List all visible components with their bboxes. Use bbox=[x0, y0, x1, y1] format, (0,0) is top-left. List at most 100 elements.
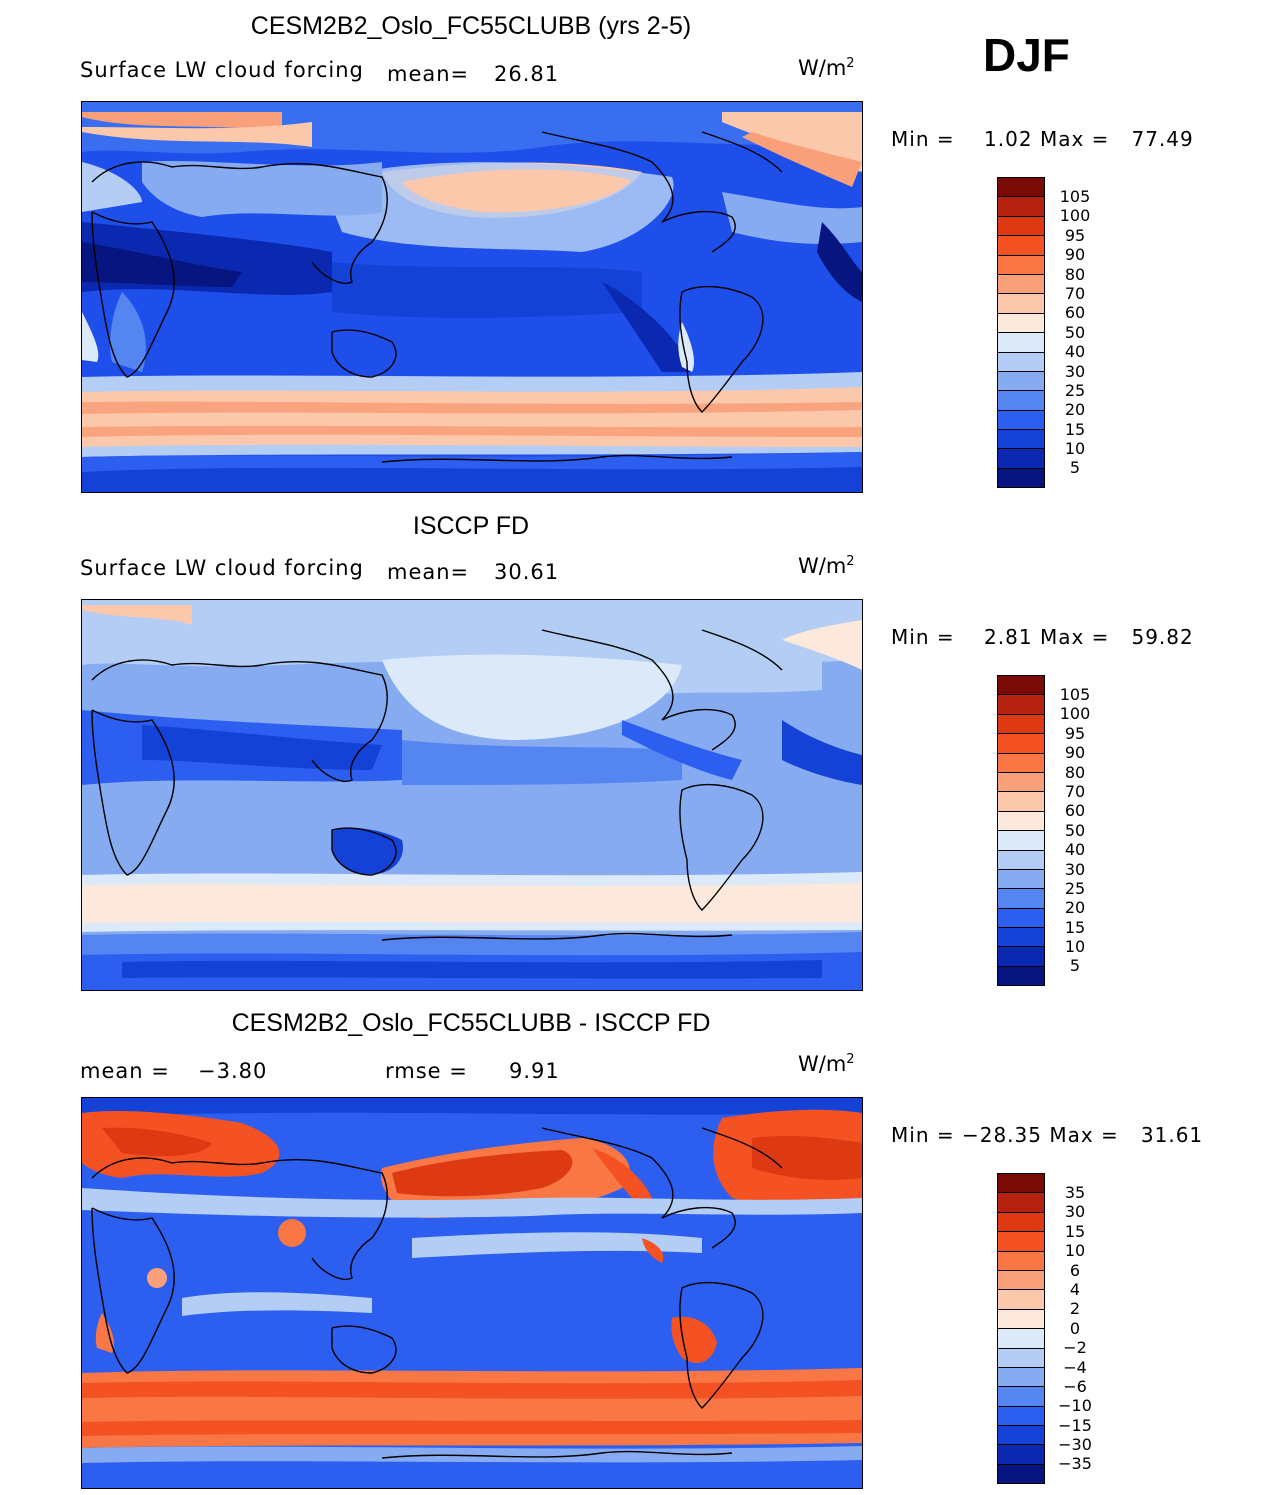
panel1-map bbox=[81, 101, 863, 493]
colorbar-swatch bbox=[998, 294, 1044, 314]
colorbar-swatch bbox=[998, 313, 1044, 334]
colorbar-tick-label: 25 bbox=[1064, 380, 1086, 400]
colorbar-swatch bbox=[998, 468, 1044, 488]
colorbar-tick-label: 105 bbox=[1059, 187, 1091, 206]
colorbar-swatch bbox=[998, 1251, 1044, 1271]
colorbar-swatch bbox=[998, 850, 1044, 870]
colorbar-swatch bbox=[998, 831, 1044, 851]
colorbar-tick-label: 15 bbox=[1064, 419, 1086, 439]
panel2-title: ISCCP FD bbox=[412, 512, 530, 540]
colorbar-tick-label: 2 bbox=[1069, 1299, 1081, 1319]
colorbar-tick-label: 10 bbox=[1064, 1241, 1086, 1261]
panel2-mean-label: mean= bbox=[387, 560, 470, 584]
colorbar-swatch bbox=[998, 966, 1044, 986]
panel3-colorbar-labels: 35 30 15 10 6 4 2 0 −2 −4 −6 −10 −15 −30 −35 bbox=[1050, 1183, 1100, 1474]
panel1-mean-label: mean= bbox=[387, 62, 470, 86]
colorbar-tick-label: 15 bbox=[1064, 917, 1086, 937]
colorbar-swatch bbox=[998, 1406, 1044, 1427]
colorbar-swatch bbox=[998, 449, 1044, 469]
colorbar-swatch bbox=[998, 430, 1044, 450]
colorbar-swatch bbox=[998, 197, 1044, 217]
colorbar-swatch bbox=[998, 236, 1044, 256]
colorbar-tick-label: 40 bbox=[1064, 342, 1086, 362]
panel3-units: W/m2 bbox=[798, 1052, 855, 1076]
colorbar-swatch bbox=[998, 1290, 1044, 1310]
panel2-colorbar-labels: 105 100 95 90 80 70 60 50 40 30 25 20 15 10 5 bbox=[1050, 685, 1100, 976]
panel2-units: W/m2 bbox=[798, 554, 855, 578]
colorbar-tick-label: 5 bbox=[1069, 458, 1081, 478]
colorbar-swatch bbox=[998, 333, 1044, 353]
colorbar-swatch bbox=[998, 410, 1044, 431]
colorbar-swatch bbox=[998, 928, 1044, 948]
colorbar-tick-label: −2 bbox=[1063, 1338, 1087, 1358]
panel2-mean-value: 30.61 bbox=[494, 560, 560, 584]
colorbar-tick-label: 105 bbox=[1059, 685, 1091, 704]
panel1-units: W/m2 bbox=[798, 56, 855, 80]
colorbar-swatch bbox=[998, 772, 1044, 793]
colorbar-tick-label: 25 bbox=[1064, 878, 1086, 898]
colorbar-swatch bbox=[998, 908, 1044, 929]
colorbar-swatch bbox=[998, 811, 1044, 832]
colorbar-tick-label: 0 bbox=[1069, 1318, 1081, 1338]
colorbar-swatch bbox=[998, 947, 1044, 967]
colorbar-tick-label: 90 bbox=[1064, 743, 1086, 763]
colorbar-tick-label: −4 bbox=[1063, 1357, 1087, 1377]
colorbar-tick-label: 30 bbox=[1064, 361, 1086, 381]
panel1-colorbar-labels: 105 100 95 90 80 70 60 50 40 30 25 20 15 10 5 bbox=[1050, 187, 1100, 478]
colorbar-tick-label: 90 bbox=[1064, 245, 1086, 265]
colorbar-swatch bbox=[998, 792, 1044, 812]
colorbar-swatch bbox=[998, 352, 1044, 372]
colorbar-swatch bbox=[998, 1426, 1044, 1446]
colorbar-swatch bbox=[998, 676, 1044, 696]
colorbar-swatch bbox=[998, 216, 1044, 237]
colorbar-swatch bbox=[998, 391, 1044, 411]
panel3-mean-value: −3.80 bbox=[198, 1059, 268, 1083]
colorbar-swatch bbox=[998, 274, 1044, 295]
colorbar-swatch bbox=[998, 1445, 1044, 1465]
colorbar-tick-label: 5 bbox=[1069, 956, 1081, 976]
colorbar-swatch bbox=[998, 1174, 1044, 1194]
panel2-map bbox=[81, 599, 863, 991]
panel3-minmax: Min = −28.35 Max = 31.61 bbox=[891, 1123, 1204, 1147]
panel1-minmax: Min = 1.02 Max = 77.49 bbox=[891, 127, 1194, 151]
colorbar-tick-label: 80 bbox=[1064, 762, 1086, 782]
colorbar-tick-label: 15 bbox=[1064, 1221, 1086, 1241]
colorbar-swatch bbox=[998, 1193, 1044, 1213]
colorbar-tick-label: 10 bbox=[1064, 937, 1086, 957]
colorbar-swatch bbox=[998, 1212, 1044, 1233]
panel1-title: CESM2B2_Oslo_FC55CLUBB (yrs 2-5) bbox=[250, 12, 692, 40]
colorbar-tick-label: 95 bbox=[1064, 723, 1086, 743]
panel1-variable-label: Surface LW cloud forcing bbox=[80, 58, 364, 82]
colorbar-tick-label: −6 bbox=[1063, 1376, 1087, 1396]
colorbar-swatch bbox=[998, 869, 1044, 890]
colorbar-tick-label: 40 bbox=[1064, 840, 1086, 860]
colorbar-tick-label: 20 bbox=[1064, 400, 1086, 420]
colorbar-tick-label: 60 bbox=[1064, 303, 1086, 323]
colorbar-swatch bbox=[998, 753, 1044, 773]
panel3-map bbox=[81, 1097, 863, 1489]
colorbar-tick-label: 95 bbox=[1064, 225, 1086, 245]
colorbar-swatch bbox=[998, 1348, 1044, 1368]
colorbar-swatch bbox=[998, 1309, 1044, 1330]
panel2-variable-label: Surface LW cloud forcing bbox=[80, 556, 364, 580]
colorbar-swatch bbox=[998, 1387, 1044, 1407]
colorbar-tick-label: 80 bbox=[1064, 264, 1086, 284]
season-label: DJF bbox=[983, 29, 1070, 81]
colorbar-tick-label: −30 bbox=[1058, 1435, 1092, 1455]
panel2-colorbar bbox=[997, 675, 1045, 987]
colorbar-tick-label: 70 bbox=[1064, 283, 1086, 303]
panel3-rmse-value: 9.91 bbox=[509, 1059, 560, 1083]
colorbar-tick-label: 50 bbox=[1064, 820, 1086, 840]
colorbar-tick-label: −10 bbox=[1058, 1396, 1092, 1416]
colorbar-tick-label: 6 bbox=[1069, 1260, 1081, 1280]
colorbar-tick-label: 35 bbox=[1064, 1183, 1086, 1202]
colorbar-tick-label: −35 bbox=[1058, 1454, 1092, 1474]
colorbar-swatch bbox=[998, 889, 1044, 909]
colorbar-swatch bbox=[998, 255, 1044, 275]
colorbar-swatch bbox=[998, 714, 1044, 735]
colorbar-swatch bbox=[998, 178, 1044, 198]
panel1-mean-value: 26.81 bbox=[494, 62, 560, 86]
colorbar-tick-label: 100 bbox=[1059, 206, 1091, 226]
colorbar-swatch bbox=[998, 1464, 1044, 1484]
colorbar-swatch bbox=[998, 734, 1044, 754]
